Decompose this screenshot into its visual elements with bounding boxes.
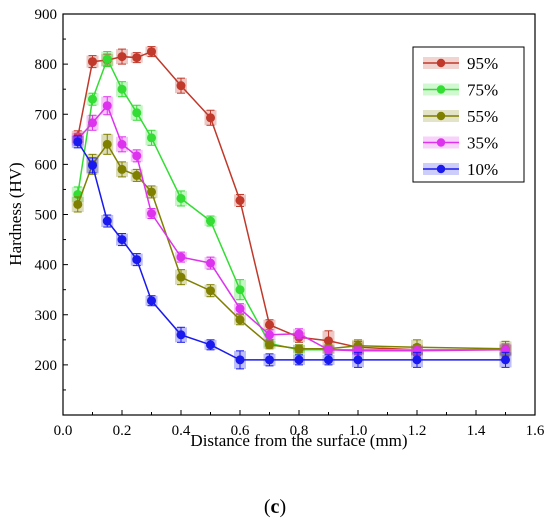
y-tick-label: 300 (35, 308, 58, 324)
legend: 95% 75% 55% 35% 10% (412, 46, 525, 183)
figure-caption: (c) (264, 496, 286, 518)
x-axis-title: Distance from the surface (mm) (190, 431, 407, 450)
series-10pct (71, 135, 512, 370)
data-point (102, 54, 112, 64)
legend-marker (436, 85, 446, 94)
data-point (176, 330, 186, 340)
data-point (235, 195, 245, 205)
data-point (147, 296, 157, 306)
legend-box (412, 46, 525, 183)
legend-marker (436, 111, 446, 121)
data-point (206, 340, 216, 350)
x-tick-label: 1.4 (467, 423, 486, 439)
data-point (88, 118, 98, 128)
data-point (206, 113, 216, 123)
data-point (102, 139, 112, 149)
data-point (132, 108, 142, 118)
data-point (206, 286, 216, 296)
data-point (132, 255, 142, 265)
y-tick-label: 200 (35, 358, 58, 374)
y-axis-title: Hardness (HV) (6, 162, 25, 265)
x-tick-label: 0.6 (231, 423, 250, 439)
data-point (88, 57, 98, 67)
x-tick-label: 1.6 (526, 423, 545, 439)
data-point (176, 252, 186, 262)
data-point (323, 355, 333, 365)
data-point (147, 47, 157, 57)
data-point (323, 336, 333, 346)
caption-open-paren: ( (264, 496, 271, 518)
data-point (206, 216, 216, 226)
data-point (264, 330, 274, 340)
data-point (264, 340, 274, 350)
data-point (132, 170, 142, 180)
data-point (206, 258, 216, 268)
data-point (147, 133, 157, 143)
data-point (264, 355, 274, 365)
data-point (147, 187, 157, 197)
data-point (117, 52, 127, 62)
y-tick-label: 900 (35, 7, 58, 23)
data-point (264, 320, 274, 330)
data-point (117, 164, 127, 174)
data-point (176, 193, 186, 203)
data-point (235, 315, 245, 325)
data-point (102, 101, 112, 111)
data-point (102, 216, 112, 226)
data-point (73, 199, 83, 209)
legend-entry: 35% (423, 134, 498, 153)
data-point (323, 345, 333, 355)
data-point (88, 160, 98, 170)
x-tick-label: 0.8 (290, 423, 309, 439)
legend-entry: 10% (423, 160, 498, 179)
data-point (294, 355, 304, 365)
data-point (117, 139, 127, 149)
data-point (294, 329, 304, 339)
legend-marker (436, 58, 446, 68)
data-point (132, 53, 142, 63)
data-point (176, 272, 186, 282)
legend-label: 55% (467, 107, 498, 126)
data-point (294, 344, 304, 354)
data-point (412, 355, 422, 365)
y-tick-label: 500 (35, 208, 58, 224)
legend-label: 35% (467, 134, 498, 153)
y-tick-label: 800 (35, 57, 58, 73)
data-point (147, 208, 157, 218)
legend-label: 75% (467, 81, 498, 100)
data-point (117, 235, 127, 245)
legend-marker (436, 164, 446, 174)
data-point (500, 355, 510, 365)
data-point (88, 94, 98, 104)
data-point (73, 137, 83, 147)
data-point (353, 355, 363, 365)
data-point (117, 84, 127, 94)
legend-label: 95% (467, 54, 498, 73)
legend-entry: 55% (423, 107, 498, 126)
legend-entry: 75% (423, 81, 498, 100)
data-point (132, 151, 142, 161)
axis-ticks: 0.0 0.2 0.4 0.6 0.8 1.0 1.2 1.4 1.6 200 300 400 500 6… (35, 7, 545, 439)
y-tick-label: 400 (35, 258, 58, 274)
caption-close-paren: ) (279, 496, 286, 518)
x-tick-label: 1.2 (408, 423, 427, 439)
x-tick-label: 1.0 (349, 423, 368, 439)
x-tick-label: 0.0 (54, 423, 73, 439)
caption-letter: c (271, 496, 280, 518)
data-point (235, 285, 245, 295)
series-layer (71, 46, 512, 370)
data-point (235, 304, 245, 314)
data-point (176, 81, 186, 91)
legend-label: 10% (467, 160, 498, 179)
data-point (235, 355, 245, 365)
y-tick-label: 600 (35, 157, 58, 173)
x-tick-label: 0.2 (113, 423, 132, 439)
y-tick-label: 700 (35, 107, 58, 123)
x-tick-label: 0.4 (172, 423, 191, 439)
legend-entry: 95% (423, 54, 498, 73)
legend-marker (436, 138, 446, 147)
